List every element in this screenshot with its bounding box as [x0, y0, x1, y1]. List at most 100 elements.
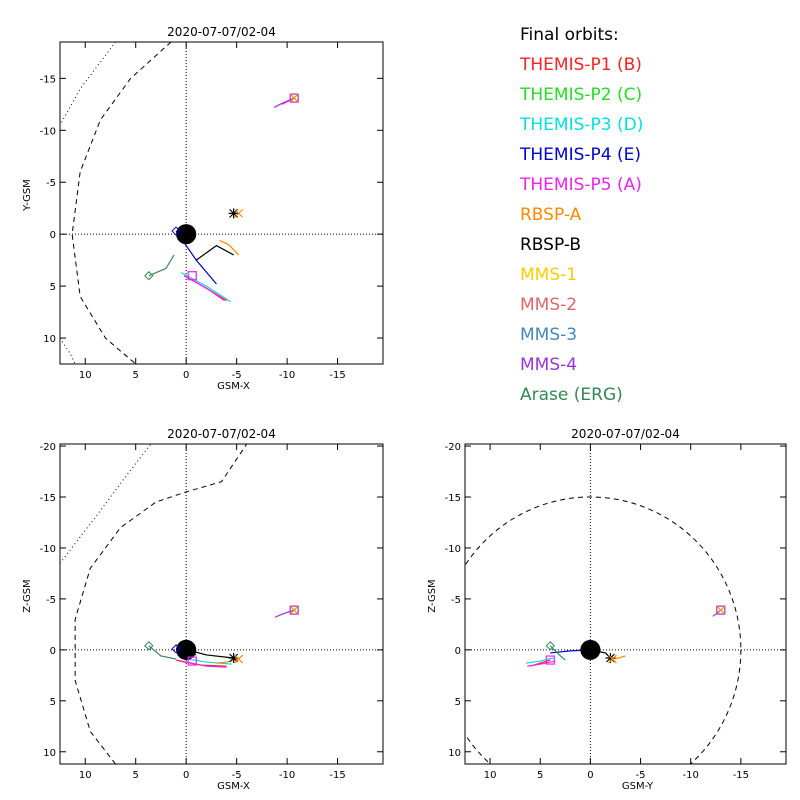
- diamond-marker: [545, 641, 555, 651]
- svg-text:-15: -15: [329, 770, 345, 781]
- legend-item: THEMIS-P5 (A): [519, 175, 642, 195]
- y-tick: -5: [46, 595, 383, 606]
- diamond-marker: [171, 226, 181, 236]
- orbit-track: [195, 244, 234, 261]
- x-tick: -15: [733, 444, 749, 781]
- orbit-track: [180, 272, 231, 303]
- svg-text:-10: -10: [683, 770, 699, 781]
- y-tick: -15: [40, 493, 383, 504]
- svg-text:10: 10: [43, 334, 56, 345]
- legend-item: RBSP-A: [520, 205, 582, 225]
- x-tick: -10: [279, 42, 295, 381]
- y-tick: 0: [50, 646, 383, 657]
- x-axis-label: GSM-Y: [622, 781, 654, 792]
- orbit-track: [148, 254, 175, 277]
- x-tick: -5: [232, 444, 242, 781]
- y-tick: 5: [50, 282, 383, 293]
- legend-title: Final orbits:: [520, 25, 619, 45]
- y-tick: -5: [46, 178, 383, 189]
- panel-xz: 2020-07-07/02-04 10 5 0 -5 -10 -15 10 5 0 -5 -10 -15…: [22, 427, 384, 792]
- svg-text:5: 5: [50, 697, 56, 708]
- svg-text:10: 10: [79, 370, 92, 381]
- y-tick: -20: [40, 442, 383, 453]
- x-tick: 0: [183, 42, 189, 381]
- orbit-track: [549, 645, 566, 661]
- svg-text:10: 10: [448, 748, 461, 759]
- legend: Final orbits: THEMIS-P1 (B) THEMIS-P2 (C)…: [519, 25, 643, 405]
- svg-text:5: 5: [133, 770, 139, 781]
- svg-text:-10: -10: [279, 370, 295, 381]
- orbit-track: [191, 650, 234, 659]
- square-marker: [187, 271, 197, 281]
- svg-text:10: 10: [43, 748, 56, 759]
- orbit-track: [219, 239, 240, 256]
- y-tick: 10: [43, 334, 383, 345]
- legend-item: MMS-2: [520, 295, 577, 315]
- svg-text:10: 10: [484, 770, 497, 781]
- bow-shock-boundary: [60, 337, 76, 364]
- x-tick: 0: [183, 444, 189, 781]
- svg-text:0: 0: [183, 770, 189, 781]
- legend-item: MMS-4: [520, 355, 577, 375]
- cross-marker: [234, 654, 244, 664]
- diamond-marker: [171, 644, 181, 654]
- legend-item: THEMIS-P1 (B): [519, 55, 642, 75]
- square-marker: [545, 655, 555, 665]
- svg-text:-15: -15: [733, 770, 749, 781]
- y-axis-label: Z-GSM: [22, 579, 33, 612]
- orbit-track: [148, 645, 177, 660]
- svg-text:0: 0: [587, 770, 593, 781]
- x-tick: -10: [683, 444, 699, 781]
- y-tick: -10: [40, 544, 383, 555]
- cross-marker: [716, 605, 726, 615]
- svg-text:0: 0: [50, 646, 56, 657]
- y-tick: 5: [455, 697, 786, 708]
- y-tick: -10: [445, 544, 786, 555]
- orbit-track: [216, 658, 239, 664]
- svg-text:5: 5: [537, 770, 543, 781]
- earth-marker: [580, 639, 601, 660]
- earth-marker: [176, 639, 197, 660]
- x-tick: 10: [79, 42, 92, 381]
- svg-text:-15: -15: [329, 370, 345, 381]
- legend-item: MMS-3: [520, 325, 577, 345]
- svg-text:-15: -15: [40, 74, 56, 85]
- x-tick: 5: [133, 444, 139, 781]
- bow-shock-boundary: [60, 444, 152, 564]
- x-tick: -5: [636, 444, 646, 781]
- star-marker: [228, 208, 239, 219]
- svg-text:-10: -10: [445, 544, 461, 555]
- x-tick: 10: [79, 444, 92, 781]
- earth-marker: [176, 224, 197, 245]
- plot-frame: [59, 41, 384, 365]
- svg-text:-10: -10: [40, 544, 56, 555]
- y-axis-label: Z-GSM: [427, 579, 438, 612]
- plot-frame: [59, 443, 384, 765]
- y-tick: 10: [448, 748, 786, 759]
- panel-title: 2020-07-07/02-04: [167, 427, 276, 441]
- cross-marker: [234, 208, 244, 218]
- y-tick: -15: [40, 74, 383, 85]
- svg-text:-5: -5: [232, 770, 242, 781]
- square-marker: [289, 93, 299, 103]
- legend-item: THEMIS-P2 (C): [519, 85, 642, 105]
- y-axis-label: Y-GSM: [22, 179, 33, 212]
- svg-text:-5: -5: [46, 595, 56, 606]
- y-tick: -5: [451, 595, 786, 606]
- y-tick: -15: [445, 493, 786, 504]
- x-tick: -15: [329, 444, 346, 781]
- svg-text:-20: -20: [40, 442, 56, 453]
- svg-text:0: 0: [183, 370, 189, 381]
- x-tick: -10: [279, 444, 295, 781]
- panel-yz: 2020-07-07/02-04 10 5 0 -5 -10 -15 10 5 0 -5 -10 -15…: [427, 427, 787, 792]
- y-tick: 0: [455, 646, 786, 657]
- bow-shock-boundary: [60, 42, 116, 126]
- svg-text:-20: -20: [445, 442, 461, 453]
- panel-title: 2020-07-07/02-04: [167, 25, 276, 39]
- svg-text:-5: -5: [232, 370, 242, 381]
- svg-text:-10: -10: [40, 126, 56, 137]
- magnetopause-boundary: [465, 496, 742, 764]
- square-marker: [716, 605, 726, 615]
- diamond-marker: [144, 271, 154, 281]
- x-tick: 5: [537, 444, 543, 781]
